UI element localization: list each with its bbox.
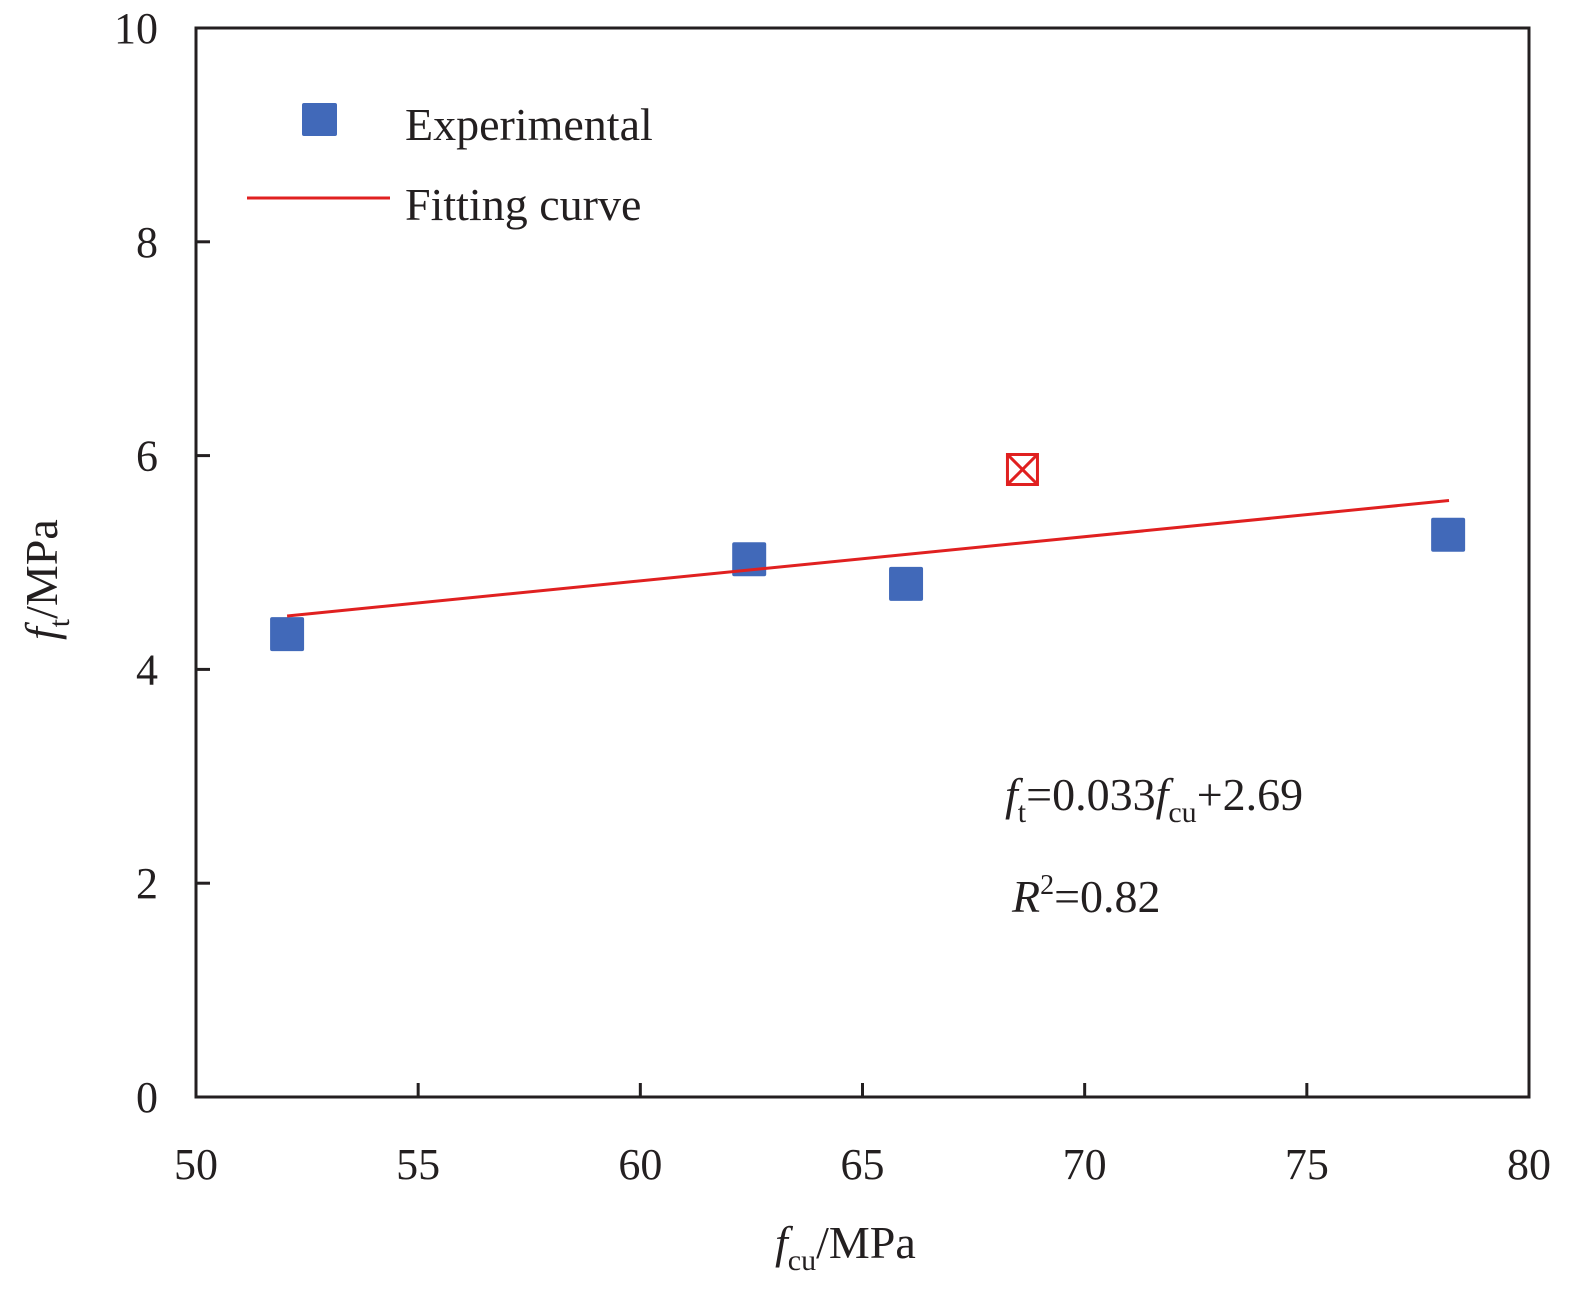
x-axis-title: fcu/MPa	[775, 1217, 916, 1277]
y-tick-label: 6	[136, 432, 158, 481]
x-tick-label: 65	[841, 1140, 885, 1189]
y-tick-label: 4	[136, 645, 158, 694]
r2-annotation: R2=0.82	[1011, 870, 1161, 922]
legend-marker-experimental	[302, 103, 337, 136]
experimental-point	[1431, 517, 1466, 552]
x-tick-label: 70	[1063, 1140, 1107, 1189]
y-axis-title: ft/MPa	[16, 519, 76, 640]
x-tick-label: 55	[396, 1140, 440, 1189]
x-tick-label: 80	[1507, 1140, 1551, 1189]
y-tick-label: 2	[136, 859, 158, 908]
x-tick-label: 60	[618, 1140, 662, 1189]
x-tick-label: 75	[1285, 1140, 1329, 1189]
legend-label-fitting: Fitting curve	[405, 179, 641, 230]
x-tick-label: 50	[174, 1140, 218, 1189]
outlier-point	[1005, 452, 1039, 486]
y-tick-label: 0	[136, 1073, 158, 1122]
y-tick-label: 10	[114, 4, 158, 53]
y-tick-label: 8	[136, 218, 158, 267]
fitting-curve-line	[286, 499, 1450, 618]
experimental-point	[270, 617, 305, 652]
experimental-point	[889, 566, 924, 601]
equation-annotation: ft=0.033fcu+2.69	[1005, 769, 1303, 829]
plot-frame	[194, 26, 1531, 1099]
legend-label-experimental: Experimental	[405, 99, 653, 150]
legend: Experimental Fitting curve	[247, 99, 653, 230]
